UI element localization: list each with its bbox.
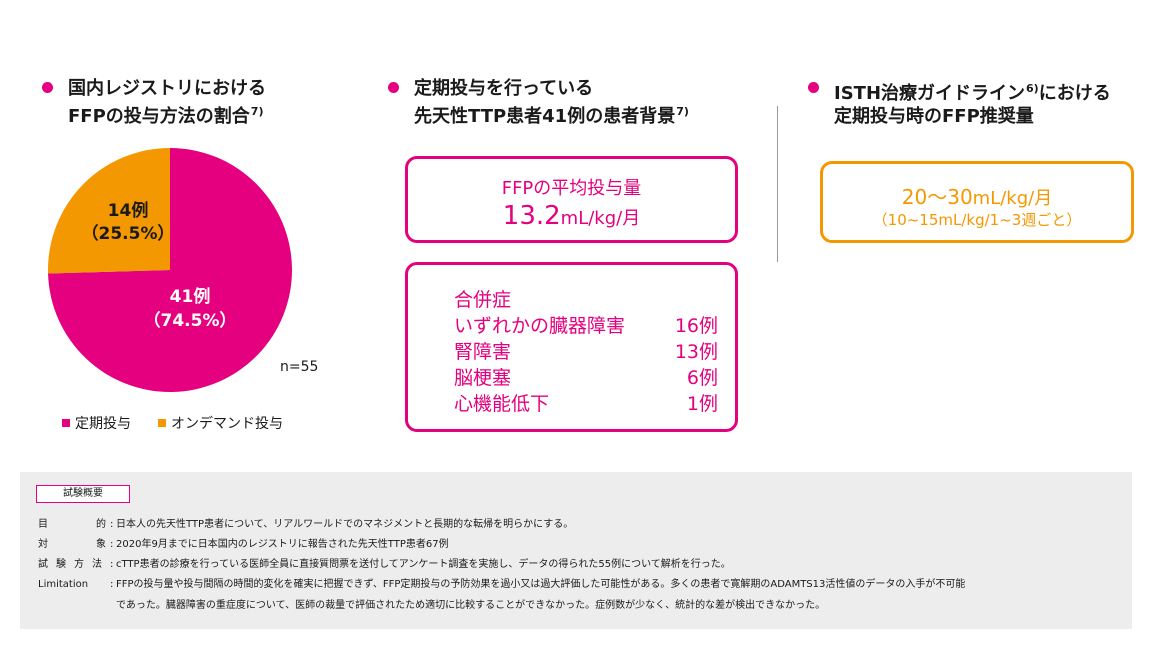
comorbidity-count: 6例 — [686, 367, 718, 389]
summary-row-method: 試験方法 : cTTP患者の診療を行っている医師全員に直接質問票を送付してアンケ… — [38, 559, 731, 570]
summary-row-limitation: Limitation : FFPの投与量や投与間隔の時間的変化を確実に把握できず… — [38, 579, 966, 611]
summary-row-objective: 目的 : 日本人の先天性TTP患者について、リアルワールドでのマネジメントと長期… — [38, 519, 574, 530]
row-text: 2020年9月までに日本国内のレジストリに報告された先天性TTP患者67例 — [116, 539, 449, 550]
legend-item-regular: 定期投与 — [62, 413, 131, 433]
legend-item-on-demand: オンデマンド投与 — [158, 413, 283, 433]
recommended-dose-box: 20〜30mL/kg/月 （10~15mL/kg/1~3週ごと） — [820, 161, 1134, 243]
pie-slice-on-demand — [48, 148, 170, 274]
study-summary-title: 試験概要 — [36, 485, 130, 503]
bullet-dot-icon — [808, 82, 819, 93]
comorbidities-box: 合併症 いずれかの臓器障害 16例 腎障害 13例 脳梗塞 6例 心機能低下 1… — [405, 262, 738, 432]
bullet-dot-icon — [388, 82, 399, 93]
comorbidity-count: 16例 — [674, 315, 718, 337]
row-label: 対象 — [38, 539, 154, 550]
row-text: FFPの投与量や投与間隔の時間的変化を確実に把握できず、FFP定期投与の予防効果… — [116, 579, 966, 590]
recommended-dose-value: 20〜30mL/kg/月 — [901, 185, 1053, 209]
comorbidity-count: 1例 — [686, 393, 718, 415]
slice-label-percent: （74.5%） — [144, 310, 237, 331]
comorbidity-name: いずれかの臓器障害 — [454, 315, 626, 337]
bullet-dot-icon — [42, 82, 53, 93]
reference-sup: 7) — [676, 105, 689, 118]
pie-slice-regular — [48, 148, 293, 392]
sample-size-label: n=55 — [280, 359, 318, 375]
avg-dose-box: FFPの平均投与量 13.2mL/kg/月 — [405, 156, 738, 243]
summary-row-subjects: 対象 : 2020年9月までに日本国内のレジストリに報告された先天性TTP患者6… — [38, 539, 449, 550]
reference-sup: 6) — [1026, 82, 1039, 95]
heading-line1: 国内レジストリにおける — [68, 78, 266, 99]
avg-dose-label: FFPの平均投与量 — [501, 178, 642, 199]
study-summary-panel — [20, 472, 1132, 629]
comorbidities-title: 合併症 — [454, 289, 512, 311]
comorbidity-name: 脳梗塞 — [454, 367, 512, 389]
legend-swatch-icon — [62, 419, 70, 427]
reference-sup: 7) — [250, 105, 264, 118]
slice-label-count: 14例 — [108, 200, 149, 221]
heading-isth-guideline: ISTH治療ガイドライン6)における 定期投与時のFFP推奨量 — [808, 77, 1148, 127]
pie-chart: 14例 （25.5%） 41例 （74.5%） n=55 — [48, 148, 318, 392]
row-label: 試験方法 — [38, 559, 110, 570]
heading-line2: 定期投与時のFFP推奨量 — [834, 106, 1034, 127]
slice-label-percent: （25.5%） — [82, 223, 175, 244]
row-text: cTTP患者の診療を行っている医師全員に直接質問票を送付してアンケート調査を実施… — [116, 559, 731, 570]
comorbidity-name: 腎障害 — [454, 341, 512, 363]
comorbidity-name: 心機能低下 — [454, 393, 550, 415]
heading-ffp-method: 国内レジストリにおける FFPの投与方法の割合7) — [42, 77, 342, 127]
row-text-continued: であった。臓器障害の重症度について、医師の裁量で評価されたため適切に比較すること… — [116, 600, 826, 611]
heading-patient-background: 定期投与を行っている 先天性TTP患者41例の患者背景7) — [388, 77, 758, 127]
legend-swatch-icon — [158, 419, 166, 427]
row-text: 日本人の先天性TTP患者について、リアルワールドでのマネジメントと長期的な転帰を… — [116, 519, 574, 530]
column-divider — [777, 106, 778, 262]
avg-dose-value: 13.2mL/kg/月 — [502, 201, 641, 231]
slice-label-count: 41例 — [170, 286, 211, 307]
heading-line1: 定期投与を行っている — [414, 78, 594, 99]
heading-line2: 先天性TTP患者41例の患者背景7) — [414, 105, 689, 127]
heading-line1: ISTH治療ガイドライン6)における — [834, 82, 1111, 104]
row-label: Limitation — [38, 579, 89, 590]
row-label: 目的 — [38, 519, 154, 530]
comorbidity-count: 13例 — [674, 341, 718, 363]
recommended-dose-note: （10~15mL/kg/1~3週ごと） — [872, 211, 1082, 229]
heading-line2: FFPの投与方法の割合7) — [68, 105, 264, 127]
